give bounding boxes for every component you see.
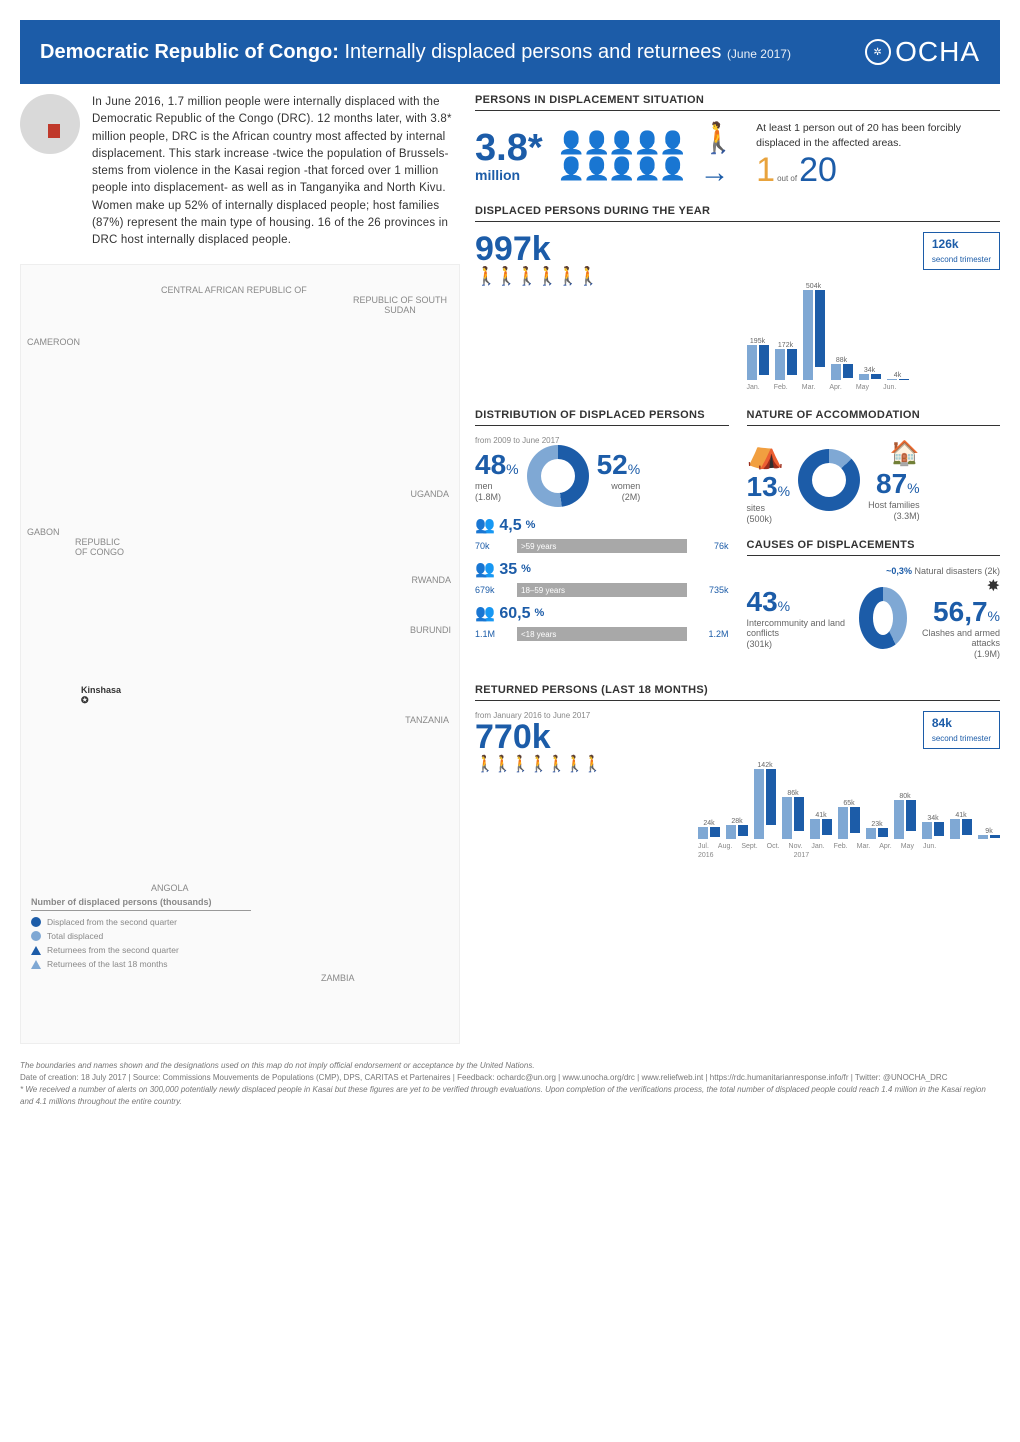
map-neighbor: CENTRAL AFRICAN REPUBLIC OF xyxy=(161,285,307,295)
intro-paragraph: In June 2016, 1.7 million people were in… xyxy=(92,94,460,249)
conflict-icon: ✸ xyxy=(987,578,1000,595)
section-title: DISPLACED PERSONS DURING THE YEAR xyxy=(475,205,1000,222)
people-group-icon: 🚶🚶🚶🚶🚶🚶 xyxy=(475,266,729,287)
accommodation-row: ⛺ 13% sites (500k) 🏠 87% Host families (… xyxy=(747,436,1001,525)
section-title: DISTRIBUTION OF DISPLACED PERSONS xyxy=(475,409,729,426)
section-title: PERSONS IN DISPLACEMENT SITUATION xyxy=(475,94,1000,111)
map-neighbor: TANZANIA xyxy=(405,715,449,725)
section-title: CAUSES OF DISPLACEMENTS xyxy=(747,539,1001,556)
footer: The boundaries and names shown and the d… xyxy=(0,1054,1020,1120)
map-neighbor: BURUNDI xyxy=(410,625,451,635)
callout: 84k second trimester xyxy=(923,711,1000,749)
map-neighbor: CAMEROON xyxy=(27,337,80,347)
house-icon: 🏠 xyxy=(868,439,920,468)
legend-item: Displaced from the second quarter xyxy=(31,917,251,927)
displaced-year-kpi: 997k 🚶🚶🚶🚶🚶🚶 xyxy=(475,232,729,391)
accommodation-donut xyxy=(798,449,860,511)
legend-item: Returnees of the last 18 months xyxy=(31,959,251,969)
section-title: RETURNED PERSONS (LAST 18 MONTHS) xyxy=(475,684,1000,701)
people-group-icon: 🚶🚶🚶🚶🚶🚶🚶 xyxy=(475,754,680,774)
map-neighbor: RWANDA xyxy=(411,575,451,585)
displacement-text: At least 1 person out of 20 has been for… xyxy=(756,121,1000,150)
globe-icon xyxy=(20,94,80,154)
returned-chart: 84k second trimester 24k28k142k86k41k65k… xyxy=(698,711,1000,859)
footer-disclaimer: The boundaries and names shown and the d… xyxy=(20,1061,535,1070)
kinshasa-label: Kinshasa✪ xyxy=(81,685,121,706)
triangle-icon xyxy=(31,946,41,955)
callout: 126k second trimester xyxy=(923,232,1000,270)
displacement-value: 3.8* xyxy=(475,129,543,167)
legend-item: Returnees from the second quarter xyxy=(31,945,251,955)
causes-donut xyxy=(859,587,907,649)
gender-distribution: 48% men (1.8M) 52% women (2M) xyxy=(475,445,729,507)
drc-map: CENTRAL AFRICAN REPUBLIC OF REPUBLIC OF … xyxy=(20,264,460,1044)
dot-icon xyxy=(31,917,41,927)
footer-note: * We received a number of alerts on 300,… xyxy=(20,1085,986,1106)
section-title: NATURE OF ACCOMMODATION xyxy=(747,409,1001,426)
map-neighbor: REPUBLIC OF SOUTH SUDAN xyxy=(341,295,459,315)
map-legend: Number of displaced persons (thousands) … xyxy=(31,897,251,973)
ocha-logo: ✲ OCHA xyxy=(865,36,980,68)
displaced-year-chart: 126k second trimester 195k172k504k88k34k… xyxy=(747,232,1001,391)
map-neighbor: ANGOLA xyxy=(151,883,189,893)
displacement-unit: million xyxy=(475,167,543,183)
tent-icon: ⛺ xyxy=(747,436,791,471)
ocha-text: OCHA xyxy=(895,36,980,68)
page-header: Democratic Republic of Congo: Internally… xyxy=(20,20,1000,84)
map-neighbor: GABON xyxy=(27,527,60,537)
header-subtitle: Internally displaced persons and returne… xyxy=(344,41,721,63)
ratio: 1 out of 20 xyxy=(756,151,1000,190)
map-neighbor: UGANDA xyxy=(410,489,449,499)
header-title: Democratic Republic of Congo: Internally… xyxy=(40,41,791,64)
gender-donut xyxy=(527,445,589,507)
ocha-emblem-icon: ✲ xyxy=(865,39,891,65)
triangle-icon xyxy=(31,960,41,969)
map-neighbor: ZAMBIA xyxy=(321,973,355,983)
walking-person-icon: 🚶→ xyxy=(700,121,747,190)
header-country: Democratic Republic of Congo: xyxy=(40,41,339,63)
header-date: (June 2017) xyxy=(727,47,791,61)
causes-row: 43% Intercommunity and land conflicts (3… xyxy=(747,576,1001,660)
footer-meta: Date of creation: 18 July 2017 | Source:… xyxy=(20,1073,947,1082)
displacement-kpi: 3.8* million 👤👤👤👤👤👤👤👤👤👤 🚶→ At least 1 pe… xyxy=(475,121,1000,190)
legend-title: Number of displaced persons (thousands) xyxy=(31,897,251,911)
legend-item: Total displaced xyxy=(31,931,251,941)
map-neighbor: REPUBLIC OF CONGO xyxy=(75,537,131,557)
people-group-icon: 👤👤👤👤👤👤👤👤👤👤 xyxy=(558,130,685,182)
dot-icon xyxy=(31,931,41,941)
